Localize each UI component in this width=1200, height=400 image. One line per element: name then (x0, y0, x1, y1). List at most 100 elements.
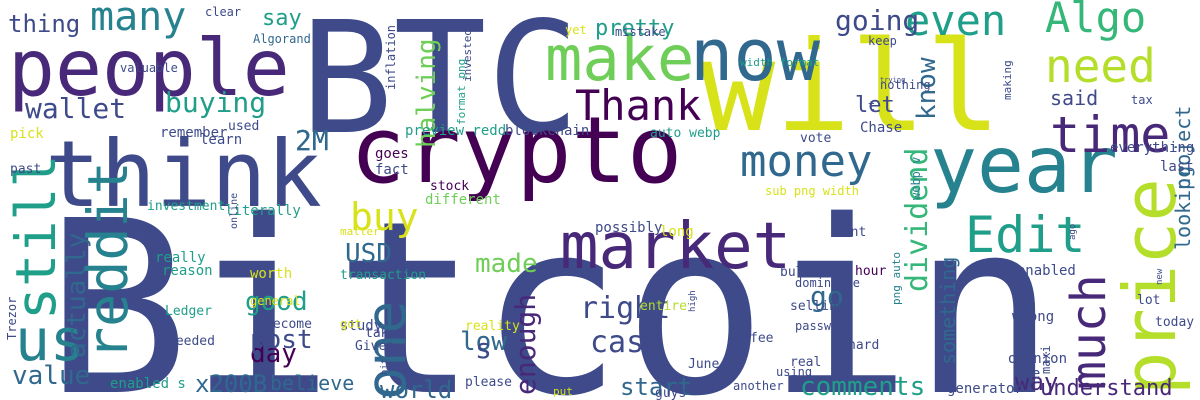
word-become: become (265, 317, 312, 332)
word-maxi: maxi (1039, 345, 1053, 374)
word-goes: goes (375, 146, 409, 162)
word-bull: bull (780, 265, 811, 280)
word-real: real (790, 355, 821, 370)
word-enabled-s: enabled s (110, 376, 186, 392)
word-think: think (45, 121, 322, 228)
word-reality: reality (465, 319, 520, 334)
word-dominance: dominance (795, 276, 860, 290)
word-password: password (795, 319, 853, 333)
word-webp-v: webp v (909, 157, 923, 200)
word-low: low (460, 327, 507, 357)
word-see: see (1015, 366, 1040, 382)
word-enough: enough (509, 294, 542, 395)
word-hard: hard (848, 338, 879, 353)
word-guys: guys (655, 386, 686, 400)
word-start: start (620, 373, 692, 400)
word-auto-webp: auto webp (650, 126, 721, 141)
word-project: project (1171, 106, 1195, 190)
word-2m: 2M (295, 124, 329, 157)
word-new: new (1155, 268, 1165, 285)
word-understand: understand (1040, 376, 1172, 400)
word-tax: tax (1131, 93, 1153, 107)
word-last: last (1160, 159, 1194, 175)
word-given: Given (355, 339, 394, 354)
word-png-auto: png auto (890, 252, 903, 305)
word-literally: literally (225, 203, 301, 219)
word-selling: selling (790, 299, 845, 314)
word-much: much (1061, 274, 1117, 390)
word-preview-redd: preview redd (405, 123, 506, 139)
word-making: making (1001, 60, 1014, 100)
word-yet: yet (565, 23, 587, 37)
word-time: time (1050, 106, 1170, 164)
word-long: long (660, 224, 694, 240)
word-got: got (340, 317, 362, 331)
word-june: June (688, 357, 719, 372)
word-clear: clear (205, 5, 241, 19)
word-many: many (90, 0, 186, 40)
word-need: need (1045, 39, 1156, 93)
word-know: know (912, 57, 942, 120)
word-hour: hour (855, 264, 886, 279)
word-crypto: crypto (350, 97, 682, 204)
word-high: high (688, 290, 698, 312)
word-inflation: inflation (384, 25, 398, 90)
word-vote: vote (800, 131, 831, 146)
word-world: world (380, 376, 452, 400)
word-online: online (229, 193, 240, 229)
word-bitcoin: Bitcoin (45, 169, 1056, 400)
word-now: now (690, 13, 821, 97)
word-thing: thing (8, 10, 80, 38)
word-chase: Chase (860, 120, 902, 136)
word-wallet: wallet (25, 92, 126, 125)
word-still: still (4, 154, 68, 320)
word-money: money (740, 136, 872, 187)
word-algorand: Algorand (253, 32, 311, 46)
word-algo: Algo (1045, 0, 1146, 42)
word-stock: stock (430, 179, 469, 194)
word-transaction: transaction (340, 268, 426, 283)
word-cash: cash (590, 325, 662, 360)
word-lot: lot (1137, 293, 1160, 308)
word-really: really (155, 250, 206, 266)
word-make: make (545, 22, 694, 95)
word-using: using (776, 365, 812, 379)
word-year: year (930, 121, 1118, 211)
word-buying: buying (165, 86, 266, 119)
word-valuable: valuable (120, 61, 178, 75)
word-thank: Thank (575, 81, 701, 130)
word-fact: fact (375, 162, 409, 178)
word-one: one (354, 301, 418, 400)
word-past: past (10, 162, 41, 177)
word-believe: believe (270, 371, 354, 395)
word-general: general (250, 294, 301, 308)
word-study: study (340, 318, 382, 334)
word-price: price (1108, 178, 1192, 395)
word-even: even (905, 0, 1006, 45)
word-way: way (1015, 368, 1058, 396)
word-width-format: width format (740, 56, 819, 69)
word-please: please (465, 375, 512, 390)
word-us: us (15, 306, 85, 374)
word-something: something (936, 257, 960, 365)
word-today: today (1155, 315, 1194, 330)
word-pretty: pretty (595, 16, 674, 41)
word-go: go (810, 280, 844, 313)
word-t: t (868, 99, 875, 113)
word-learn: learn (200, 132, 242, 148)
word-needed: needed (168, 334, 215, 349)
word-possibly: possibly (595, 220, 662, 236)
word-let: let (855, 93, 895, 118)
word-investment: investment (147, 199, 225, 214)
word-reddit: reddit (76, 161, 140, 360)
word-right: right (580, 291, 670, 326)
word-good: good (245, 287, 308, 317)
word-sub-png-width: sub png width (765, 184, 859, 198)
word-fee: fee (750, 331, 774, 346)
word-said: said (1050, 86, 1098, 110)
word-entire: entire (640, 299, 687, 314)
word-opinion: opinion (1008, 351, 1067, 367)
word-everything: everything (1110, 140, 1194, 156)
